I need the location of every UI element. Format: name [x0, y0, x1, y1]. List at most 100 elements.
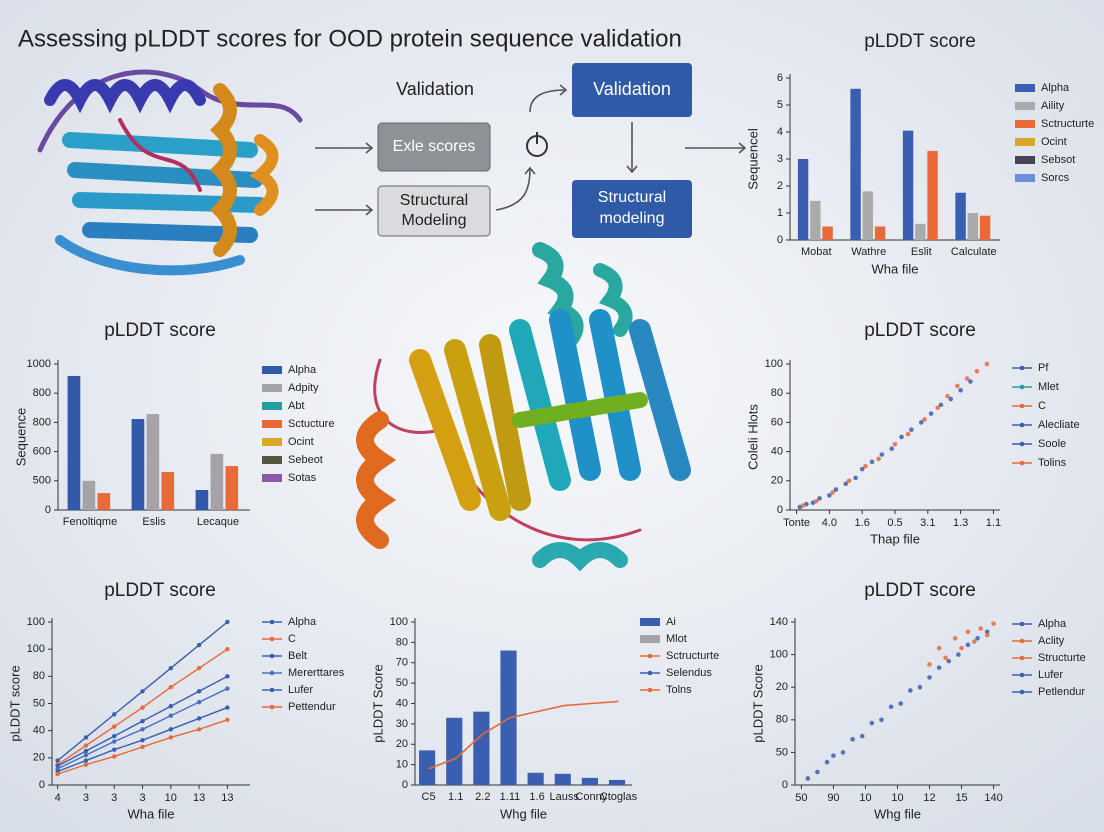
y-tick-label: 0: [402, 779, 408, 791]
bar: [146, 414, 160, 510]
x-tick-label: Tonte: [783, 517, 810, 529]
chart: pLDDT score 0 50 80 20 100 140 pLDDT Score Whg f…: [750, 580, 1085, 821]
x-tick-label: 4.0: [822, 517, 837, 529]
point: [225, 686, 230, 691]
y-tick-label: 800: [33, 416, 51, 428]
y-axis-label: pLDDT score: [7, 665, 22, 741]
point: [935, 405, 940, 411]
x-tick-label: 10: [165, 792, 177, 804]
chart-title: pLDDT score: [104, 580, 216, 601]
bar: [473, 711, 490, 785]
legend-label: Petlendur: [1038, 686, 1085, 698]
point: [824, 759, 830, 765]
legend-label: Sotas: [288, 472, 317, 484]
point: [918, 420, 924, 425]
bar: [915, 223, 926, 240]
y-tick-label: 80: [396, 636, 408, 648]
node-label: Modeling: [402, 212, 467, 229]
y-tick-label: 1: [777, 207, 783, 219]
point: [83, 743, 89, 748]
point: [952, 636, 958, 641]
legend-swatch: [1019, 638, 1025, 644]
x-tick-label: Eslis: [142, 516, 166, 528]
bar: [67, 375, 81, 510]
point: [889, 446, 895, 451]
bar: [955, 192, 966, 240]
legend-label: Alpha: [288, 364, 317, 376]
x-tick-label: 3: [139, 792, 145, 804]
legend-swatch: [269, 619, 275, 625]
legend-swatch: [647, 670, 653, 676]
legend-swatch: [1015, 102, 1035, 110]
point: [140, 727, 145, 732]
chart-title: pLDDT score: [864, 320, 976, 341]
y-tick-label: 100: [390, 616, 408, 628]
point: [225, 717, 230, 722]
y-tick-label: 70: [396, 657, 408, 669]
point: [140, 718, 145, 724]
node-box: [572, 180, 692, 238]
legend-swatch: [269, 687, 275, 693]
y-tick-label: 10: [396, 759, 408, 771]
legend-swatch: [269, 670, 275, 676]
legend-label: C: [1038, 400, 1046, 412]
point: [833, 487, 839, 492]
legend-label: Structurte: [1038, 652, 1086, 664]
legend-swatch: [1015, 84, 1035, 92]
point: [83, 762, 89, 767]
legend-label: Sebeot: [288, 454, 323, 466]
point: [879, 452, 885, 457]
legend-label: Mlet: [1038, 381, 1059, 393]
bar: [97, 493, 111, 510]
chart: pLDDT score 0 500 600 800 800 1000 Sequence Feno…: [13, 320, 334, 528]
x-tick-label: 90: [827, 792, 839, 804]
legend-swatch: [1019, 672, 1025, 678]
point: [168, 704, 173, 709]
point: [869, 720, 875, 726]
y-tick-label: 6: [777, 72, 783, 84]
bar: [608, 779, 626, 785]
legend-label: Ai: [666, 616, 676, 628]
x-tick-label: 1.11: [500, 791, 521, 803]
y-tick-label: 40: [771, 446, 783, 458]
x-axis-label: Wha file: [128, 806, 175, 821]
x-tick-label: 50: [795, 792, 807, 804]
bar: [810, 200, 821, 240]
x-tick-label: 1.6: [855, 517, 870, 529]
x-tick-label: Wathre: [851, 246, 886, 258]
legend-label: Lufer: [288, 684, 313, 696]
y-tick-label: 80: [33, 670, 45, 682]
point: [817, 496, 822, 501]
line: [428, 700, 619, 770]
y-tick-label: 80: [771, 387, 783, 399]
x-tick-label: 1.6: [529, 791, 544, 803]
y-tick-label: 100: [770, 649, 788, 661]
point: [984, 629, 990, 635]
y-tick-label: 80: [776, 714, 788, 726]
bar: [967, 213, 979, 240]
x-tick-label: 1.1: [448, 791, 463, 803]
x-tick-label: 12: [923, 792, 935, 804]
bar: [195, 489, 209, 510]
x-tick-label: Eslit: [911, 246, 932, 258]
y-axis-label: Sequence: [13, 408, 28, 467]
point: [968, 379, 973, 384]
bar: [82, 480, 96, 510]
point: [55, 758, 60, 763]
y-tick-label: 20: [776, 681, 788, 693]
point: [831, 753, 836, 758]
legend-swatch: [269, 636, 275, 642]
point: [815, 769, 820, 775]
point: [965, 642, 971, 648]
point: [225, 674, 230, 679]
legend-swatch: [262, 438, 282, 446]
legend-label: Alpha: [288, 616, 317, 628]
point: [168, 727, 173, 732]
chart: 0 10 20 30 40 50 70 80 100 pLDDT Score Whg file C5 1…: [370, 616, 719, 822]
legend-swatch: [647, 687, 653, 693]
protein-illustration: [356, 242, 691, 572]
page-title: Assessing pLDDT scores for OOD protein s…: [18, 25, 682, 52]
legend-swatch: [262, 366, 282, 374]
legend-label: Alecliate: [1038, 419, 1080, 431]
bar: [979, 215, 991, 240]
